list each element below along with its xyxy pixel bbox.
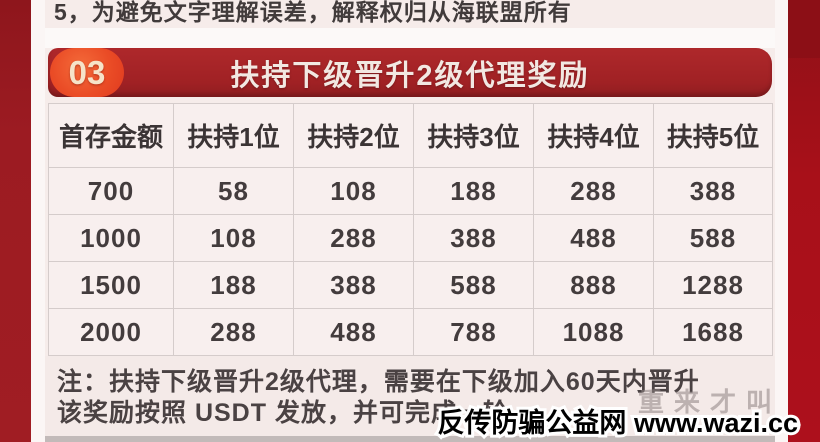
col-header: 扶持1位 [173, 103, 294, 168]
cell: 2000 [48, 308, 174, 356]
cell: 888 [533, 261, 654, 309]
cell: 1000 [48, 214, 174, 262]
right-red-band [786, 0, 820, 442]
footnote-line1: 注：扶持下级晋升2级代理，需要在下级加入60天内晋升 [57, 368, 700, 396]
top-note-text: 5，为避免文字理解误差，解释权归从海联盟所有 [54, 0, 572, 25]
cell: 388 [413, 214, 534, 262]
section-number: 03 [68, 53, 106, 91]
col-header: 扶持5位 [653, 103, 773, 168]
divider-gap [45, 28, 775, 48]
cell: 1688 [653, 308, 773, 356]
cell: 388 [293, 261, 414, 309]
cell: 700 [48, 167, 174, 215]
ghost-watermark-text: 重来才叫 [637, 387, 782, 417]
cell: 188 [413, 167, 534, 215]
section-number-badge: 03 [50, 48, 124, 97]
bottom-divider [45, 436, 775, 442]
left-red-band [0, 0, 31, 442]
col-header: 扶持2位 [293, 103, 414, 168]
table-row: 2000 288 488 788 1088 1688 [48, 308, 773, 356]
table-row: 1000 108 288 388 488 588 [48, 214, 773, 262]
cell: 488 [293, 308, 414, 356]
card-right-margin [775, 0, 788, 442]
table-header-row: 首存金额 扶持1位 扶持2位 扶持3位 扶持4位 扶持5位 [48, 103, 773, 168]
cell: 288 [293, 214, 414, 262]
cell: 1288 [653, 261, 773, 309]
footnote-line2: 该奖励按照 USDT 发放，并可完成一轮 [57, 399, 509, 427]
cell: 788 [413, 308, 534, 356]
cell: 588 [653, 214, 773, 262]
col-header: 扶持4位 [533, 103, 654, 168]
table-row: 700 58 108 188 288 388 [48, 167, 773, 215]
cell: 1500 [48, 261, 174, 309]
site-watermark: 反传防骗公益网 www.wazi.cc [434, 405, 801, 441]
cell: 288 [173, 308, 294, 356]
cell: 58 [173, 167, 294, 215]
table-row: 1500 188 388 588 888 1288 [48, 261, 773, 309]
reward-table: 首存金额 扶持1位 扶持2位 扶持3位 扶持4位 扶持5位 700 58 108… [48, 103, 773, 356]
footnote: 注：扶持下级晋升2级代理，需要在下级加入60天内晋升 该奖励按照 USDT 发放… [45, 356, 775, 442]
cell: 388 [653, 167, 773, 215]
section-title: 扶持下级晋升2级代理奖励 [230, 59, 590, 92]
section-banner: 扶持下级晋升2级代理奖励 03 [48, 48, 772, 97]
cell: 588 [413, 261, 534, 309]
card-left-margin [31, 0, 45, 442]
col-header: 首存金额 [48, 103, 174, 168]
cell: 1088 [533, 308, 654, 356]
cell: 288 [533, 167, 654, 215]
content-card: 5，为避免文字理解误差，解释权归从海联盟所有 扶持下级晋升2级代理奖励 03 首… [31, 0, 788, 442]
cell: 188 [173, 261, 294, 309]
cell: 108 [293, 167, 414, 215]
cell: 108 [173, 214, 294, 262]
clipped-top-note: 5，为避免文字理解误差，解释权归从海联盟所有 [45, 0, 775, 28]
cell: 488 [533, 214, 654, 262]
col-header: 扶持3位 [413, 103, 534, 168]
